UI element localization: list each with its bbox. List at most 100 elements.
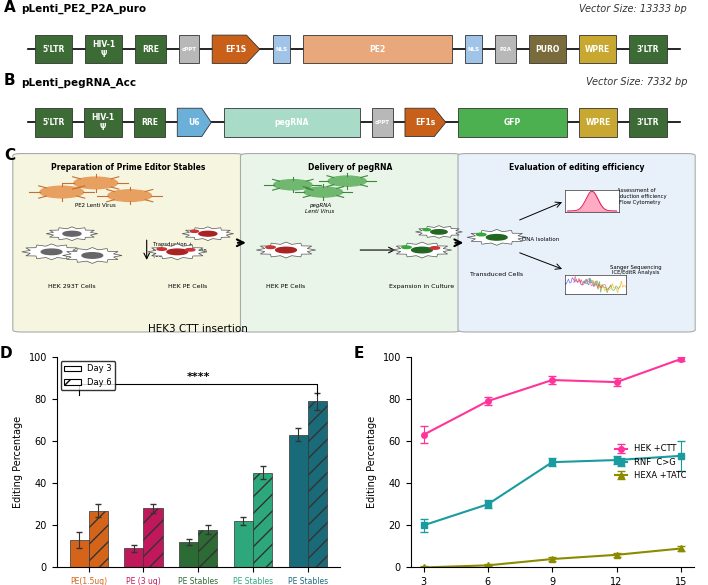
Text: Delivery of pegRNA: Delivery of pegRNA (309, 163, 393, 172)
Text: NLS: NLS (275, 47, 287, 51)
Circle shape (274, 180, 312, 190)
Polygon shape (182, 227, 234, 240)
Circle shape (41, 249, 62, 254)
Bar (234, 521, 253, 567)
FancyBboxPatch shape (579, 35, 616, 63)
Text: RRE: RRE (142, 45, 159, 54)
Circle shape (430, 230, 447, 234)
Circle shape (74, 177, 118, 189)
Text: 5'LTR: 5'LTR (42, 45, 64, 54)
Bar (88, 511, 108, 567)
Legend: Day 3, Day 6: Day 3, Day 6 (61, 361, 115, 390)
FancyBboxPatch shape (458, 153, 695, 332)
FancyBboxPatch shape (458, 108, 567, 136)
Text: Vector Size: 13333 bp: Vector Size: 13333 bp (579, 4, 687, 14)
Circle shape (40, 186, 84, 198)
Text: HEK PE Cells: HEK PE Cells (168, 284, 207, 290)
Text: PURO: PURO (535, 45, 559, 54)
Text: U6: U6 (188, 118, 200, 127)
FancyBboxPatch shape (579, 108, 617, 136)
Circle shape (190, 230, 198, 232)
Text: pLenti_pegRNA_Acc: pLenti_pegRNA_Acc (21, 77, 136, 88)
Circle shape (82, 253, 103, 258)
Text: WPRE: WPRE (586, 118, 611, 127)
Text: B: B (4, 73, 16, 88)
Text: HIV-1
Ψ: HIV-1 Ψ (92, 40, 115, 59)
Polygon shape (467, 229, 527, 245)
Polygon shape (212, 35, 260, 63)
Polygon shape (62, 247, 122, 263)
Text: 5'LTR: 5'LTR (42, 118, 64, 127)
Polygon shape (405, 108, 446, 136)
Text: A: A (4, 0, 16, 15)
Text: Preparation of Prime Editor Stables: Preparation of Prime Editor Stables (51, 163, 205, 172)
Text: HEK 293T Cells: HEK 293T Cells (48, 284, 96, 290)
FancyBboxPatch shape (35, 35, 72, 63)
FancyBboxPatch shape (529, 35, 566, 63)
Text: EF1S: EF1S (225, 45, 246, 54)
FancyBboxPatch shape (273, 35, 290, 63)
FancyBboxPatch shape (241, 153, 461, 332)
Bar (125, 549, 144, 567)
Polygon shape (147, 244, 207, 260)
Text: pLenti_PE2_P2A_puro: pLenti_PE2_P2A_puro (21, 4, 146, 15)
FancyBboxPatch shape (35, 108, 72, 136)
Text: Transduction +
Puromycin Selection
(10 Days): Transduction + Puromycin Selection (10 D… (154, 242, 207, 259)
Text: pegRNA
Lenti Virus: pegRNA Lenti Virus (305, 203, 335, 214)
Text: Sanger Sequencing
ICE/EditR Analysis: Sanger Sequencing ICE/EditR Analysis (610, 264, 662, 276)
Text: WPRE: WPRE (585, 45, 610, 54)
Text: EF1s: EF1s (415, 118, 435, 127)
Text: pegRNA: pegRNA (275, 118, 309, 127)
Bar (308, 401, 327, 567)
Circle shape (402, 246, 411, 249)
Text: Transduced Cells: Transduced Cells (470, 272, 523, 277)
Bar (179, 542, 198, 567)
FancyBboxPatch shape (224, 108, 360, 136)
Circle shape (157, 248, 166, 250)
Text: C: C (4, 149, 15, 163)
Circle shape (423, 229, 430, 230)
Text: 3'LTR: 3'LTR (636, 45, 659, 54)
Circle shape (486, 235, 507, 240)
Polygon shape (416, 226, 462, 238)
Text: P2A: P2A (499, 47, 511, 51)
Text: RRE: RRE (141, 118, 158, 127)
Circle shape (275, 247, 297, 253)
FancyBboxPatch shape (84, 108, 122, 136)
Bar (144, 508, 163, 567)
FancyBboxPatch shape (303, 35, 452, 63)
Bar (289, 435, 308, 567)
Text: Evaluation of editing efficiency: Evaluation of editing efficiency (509, 163, 644, 172)
Text: PE2 Lenti Virus: PE2 Lenti Virus (75, 203, 116, 208)
Bar (198, 529, 217, 567)
Text: 3'LTR: 3'LTR (636, 118, 659, 127)
Text: Expansion in Culture: Expansion in Culture (389, 284, 455, 290)
Circle shape (167, 249, 188, 254)
Text: Assessment of
transduction efficiency
by Flow Cytometry: Assessment of transduction efficiency by… (606, 188, 666, 205)
FancyBboxPatch shape (629, 108, 667, 136)
FancyBboxPatch shape (135, 108, 165, 136)
Circle shape (199, 231, 217, 236)
Text: NLS: NLS (468, 47, 480, 51)
Circle shape (430, 247, 440, 249)
Text: GFP: GFP (504, 118, 521, 127)
Circle shape (476, 233, 486, 236)
FancyBboxPatch shape (85, 35, 122, 63)
FancyBboxPatch shape (372, 108, 392, 136)
Text: HIV-1
Ψ: HIV-1 Ψ (91, 113, 115, 132)
Polygon shape (22, 244, 81, 260)
Bar (253, 473, 272, 567)
Text: DNA Isolation: DNA Isolation (523, 237, 559, 242)
Text: Vector Size: 7332 bp: Vector Size: 7332 bp (586, 77, 687, 87)
Circle shape (63, 231, 81, 236)
Circle shape (108, 190, 152, 201)
Polygon shape (392, 242, 452, 258)
Title: HEK3 CTT insertion: HEK3 CTT insertion (148, 324, 249, 334)
Bar (69, 540, 88, 567)
Text: PE2: PE2 (370, 45, 386, 54)
Polygon shape (256, 242, 316, 258)
Text: ****: **** (186, 372, 210, 382)
Circle shape (304, 187, 343, 197)
Legend: HEK +CTT, RNF  C>G, HEXA +TATC: HEK +CTT, RNF C>G, HEXA +TATC (611, 441, 690, 483)
FancyBboxPatch shape (495, 35, 515, 63)
